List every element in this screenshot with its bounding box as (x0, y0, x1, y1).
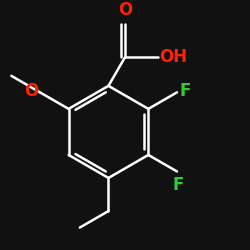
Text: OH: OH (159, 48, 187, 66)
Text: O: O (24, 82, 39, 100)
Text: O: O (118, 1, 132, 19)
Text: F: F (172, 176, 184, 194)
Text: F: F (180, 82, 191, 100)
